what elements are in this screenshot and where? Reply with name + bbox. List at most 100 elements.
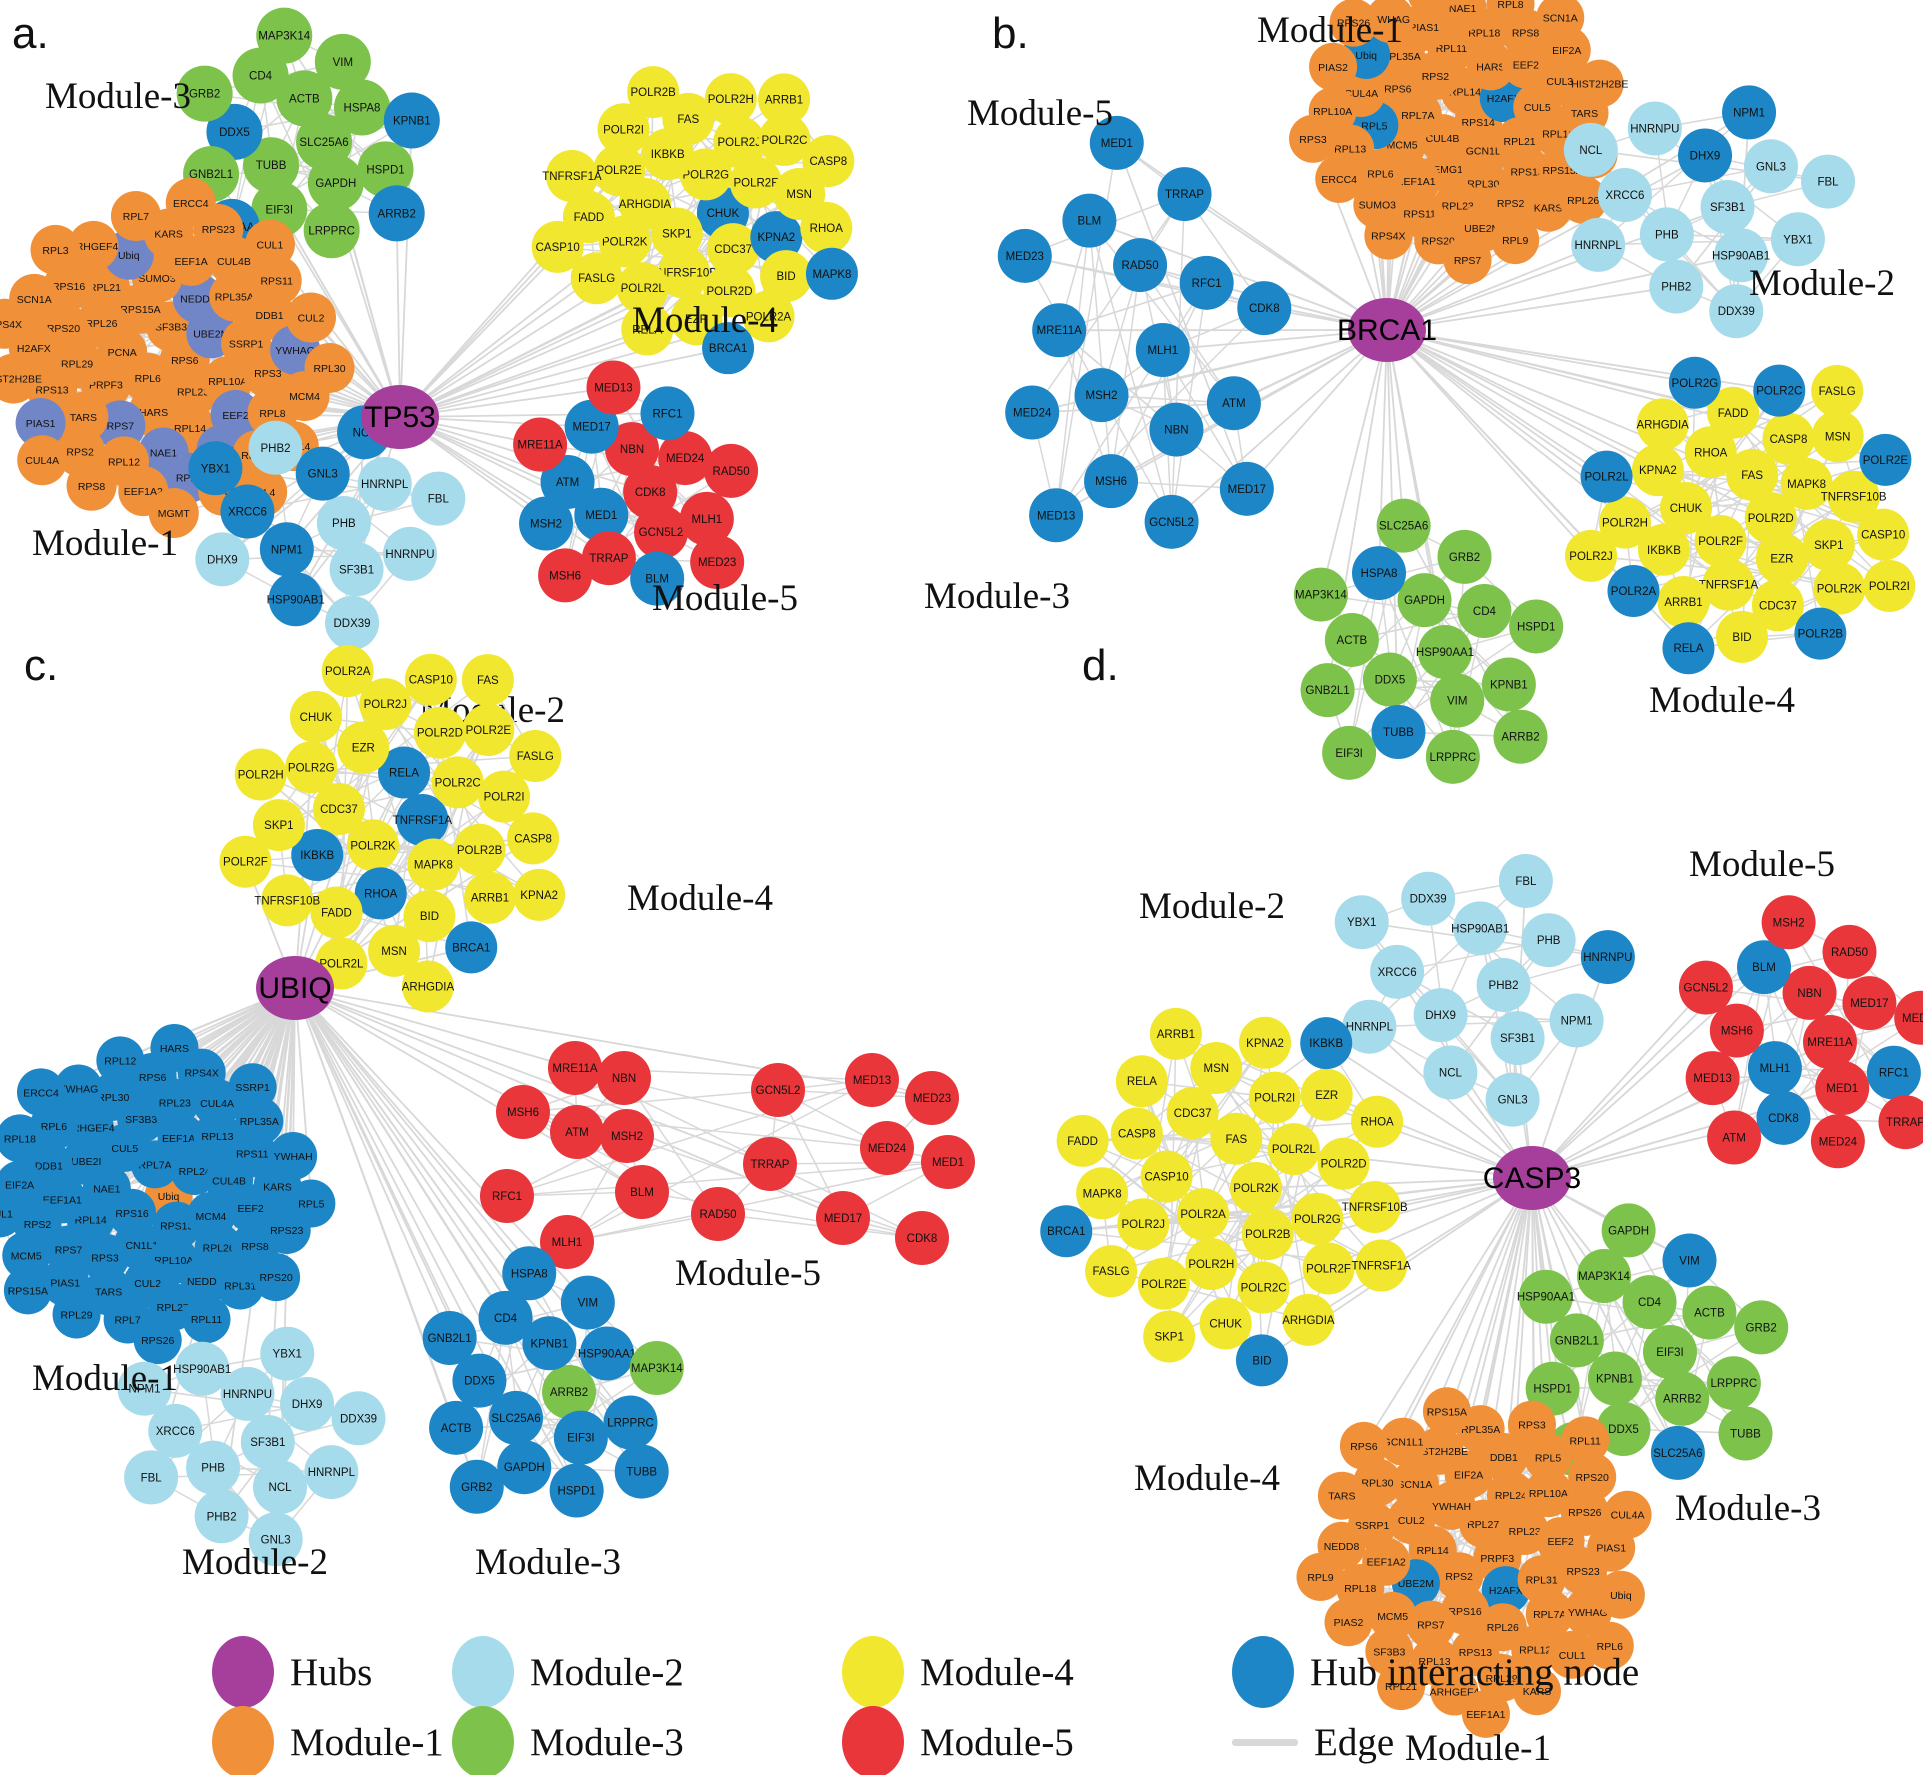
node-label-PHB: PHB xyxy=(1537,935,1561,947)
node-label-RPL14: RPL14 xyxy=(174,423,206,435)
node-label-VIM: VIM xyxy=(333,57,353,69)
node-MSN xyxy=(1190,1041,1243,1094)
node-RPS15A xyxy=(1422,1387,1471,1436)
node-label-HNRNPU: HNRNPU xyxy=(1583,952,1632,964)
node-CDK8 xyxy=(1756,1090,1811,1145)
node-label-EZR: EZR xyxy=(685,314,708,326)
node-label-KPNA2: KPNA2 xyxy=(1639,465,1677,477)
node-label-NPM1: NPM1 xyxy=(1733,107,1765,119)
node-label-GNB2L1: GNB2L1 xyxy=(428,1333,472,1345)
node-RPL12 xyxy=(96,1036,145,1085)
node-SKP1 xyxy=(1143,1310,1196,1363)
node-BLM xyxy=(1062,193,1117,248)
node-label-POLR2G: POLR2G xyxy=(1294,1214,1341,1226)
node-MCM5 xyxy=(1368,1591,1417,1640)
node-CDC37 xyxy=(1751,579,1804,632)
hub-edge xyxy=(399,347,729,418)
node-label-TARS: TARS xyxy=(1328,1491,1355,1503)
node-PHB xyxy=(316,496,371,550)
node-DDX5 xyxy=(452,1353,507,1408)
node-RELA xyxy=(621,303,674,356)
node-label-RPL10A: RPL10A xyxy=(154,1255,193,1267)
hub-edge xyxy=(1531,987,1707,1179)
node-label-YWHAH: YWHAH xyxy=(1432,1501,1471,1513)
node-label-POLR2H: POLR2H xyxy=(238,769,284,781)
node-label-RPS14: RPS14 xyxy=(1462,117,1495,129)
node-RPS26 xyxy=(1329,0,1378,47)
node-label-SUMO3: SUMO3 xyxy=(138,273,176,285)
node-BRCA1 xyxy=(445,921,498,974)
node-label-RFC1: RFC1 xyxy=(1192,278,1222,290)
node-label-CASP8: CASP8 xyxy=(1118,1128,1156,1140)
node-ARHGDIA xyxy=(401,960,454,1013)
node-label-POLR2B: POLR2B xyxy=(630,87,676,99)
node-label-HSPA8: HSPA8 xyxy=(1361,568,1398,580)
hub-edge xyxy=(294,987,608,1355)
node-label-SF3B1: SF3B1 xyxy=(1710,202,1745,214)
node-GRB2 xyxy=(1437,529,1492,584)
node-label-RPS16: RPS16 xyxy=(115,1208,148,1220)
node-label-DDX5: DDX5 xyxy=(464,1376,495,1388)
node-label-NEDD8: NEDD8 xyxy=(180,293,216,305)
node-label-Ubiq: Ubiq xyxy=(118,250,140,262)
edge xyxy=(1603,1275,1679,1454)
node-CUL4A xyxy=(1603,1490,1652,1539)
node-label-RPS6: RPS6 xyxy=(1384,83,1412,95)
node-POLR2H xyxy=(234,748,287,801)
node-ACTB xyxy=(276,70,333,127)
node-label-POLR2I: POLR2I xyxy=(1254,1093,1295,1105)
node-label-NCL: NCL xyxy=(1439,1068,1463,1080)
node-label-CASP8: CASP8 xyxy=(1770,434,1808,446)
node-label-UBE2M: UBE2M xyxy=(1464,223,1500,235)
node-label-EEF1A2: EEF1A2 xyxy=(1367,1557,1406,1569)
node-label-MRE11A: MRE11A xyxy=(552,1063,597,1075)
node-DDX39 xyxy=(331,1391,386,1446)
node-label-LRPPRC: LRPPRC xyxy=(607,1417,654,1429)
node-MED24 xyxy=(1810,1114,1865,1169)
node-label-CUL2: CUL2 xyxy=(1398,1515,1425,1527)
module-caption-d-module-4: Module-4 xyxy=(1134,1458,1280,1499)
node-DDX5 xyxy=(206,103,263,160)
node-MED23 xyxy=(690,535,745,590)
node-MED23 xyxy=(997,228,1052,283)
node-PHB xyxy=(1639,207,1694,262)
node-label-PHB: PHB xyxy=(1655,229,1679,241)
node-label-MAPK8: MAPK8 xyxy=(812,269,851,281)
node-label-SLC25A6: SLC25A6 xyxy=(1653,1448,1702,1460)
node-label-RPL6: RPL6 xyxy=(41,1121,67,1133)
node-label-HNRNPL: HNRNPL xyxy=(1575,240,1623,252)
node-label-ATM: ATM xyxy=(1722,1133,1745,1145)
node-SSRP1 xyxy=(228,1063,277,1112)
node-label-SF3B1: SF3B1 xyxy=(339,564,374,576)
module-3-swatch xyxy=(452,1706,514,1775)
node-label-CUL2: CUL2 xyxy=(134,1278,161,1290)
module-caption-b-module-4: Module-4 xyxy=(1649,680,1795,721)
node-label-IKBKB: IKBKB xyxy=(300,850,334,862)
node-label-POLR2F: POLR2F xyxy=(733,177,778,189)
node-MSH2 xyxy=(519,496,574,551)
node-label-POLR2J: POLR2J xyxy=(717,137,760,149)
node-label-HSP90AB1: HSP90AB1 xyxy=(1712,250,1770,262)
node-label-MLH1: MLH1 xyxy=(552,1237,583,1249)
node-RPL8 xyxy=(1486,0,1535,28)
node-label-FASLG: FASLG xyxy=(578,273,615,285)
node-label-CUL4B: CUL4B xyxy=(217,256,251,268)
hub-edge xyxy=(1386,154,1706,331)
node-label-GRB2: GRB2 xyxy=(1746,1322,1777,1334)
node-MAPK8 xyxy=(805,247,858,300)
node-label-POLR2I: POLR2I xyxy=(603,124,644,136)
hub-edge xyxy=(1479,1177,1533,1430)
node-CASP8 xyxy=(802,135,855,188)
node-label-RPL11: RPL11 xyxy=(191,1314,222,1326)
node-label-ARHGEF4: ARHGEF4 xyxy=(1430,1687,1480,1699)
node-label-POLR2D: POLR2D xyxy=(706,286,752,298)
edge xyxy=(1031,193,1186,413)
node-CHUK xyxy=(1199,1297,1252,1350)
node-TNFRSF1A xyxy=(545,150,598,203)
node-CUL2 xyxy=(285,292,336,343)
node-RFC1 xyxy=(640,386,695,441)
node-IKBKB xyxy=(291,828,344,881)
node-label-MAP3K14: MAP3K14 xyxy=(258,31,310,43)
node-label-VIM: VIM xyxy=(578,1298,598,1310)
node-label-XRCC6: XRCC6 xyxy=(228,507,267,519)
